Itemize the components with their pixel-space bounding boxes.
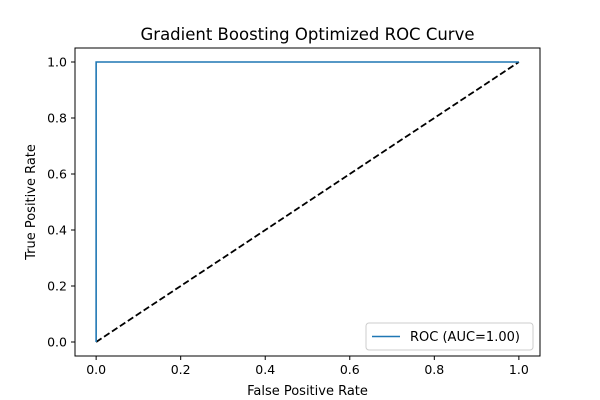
y-tick-label: 0.0 (47, 335, 67, 350)
legend-label-roc: ROC (AUC=1.00) (410, 330, 520, 345)
plot-area (95, 61, 520, 343)
legend-box (365, 322, 534, 351)
x-axis: 0.0 0.2 0.4 0.6 0.8 1.0 (86, 356, 529, 377)
y-tick-label: 1.0 (47, 55, 67, 70)
x-axis-label: False Positive Rate (247, 384, 368, 399)
x-tick-label: 0.0 (86, 362, 106, 377)
y-tick-label: 0.2 (47, 279, 67, 294)
x-tick-label: 0.8 (424, 362, 444, 377)
x-tick-label: 1.0 (509, 362, 529, 377)
x-tick-label: 0.6 (340, 362, 360, 377)
x-tick-label: 0.4 (255, 362, 275, 377)
x-tick-label: 0.2 (171, 362, 191, 377)
plot-frame (74, 47, 541, 357)
roc-curve-line (95, 61, 519, 342)
legend: ROC (AUC=1.00) (365, 322, 534, 351)
chance-diagonal-line (95, 61, 520, 343)
y-tick-label: 0.4 (47, 223, 67, 238)
y-axis-label: True Positive Rate (24, 144, 39, 261)
y-axis: 0.0 0.2 0.4 0.6 0.8 1.0 (47, 55, 75, 350)
y-tick-label: 0.6 (47, 167, 67, 182)
y-tick-label: 0.8 (47, 111, 67, 126)
chart-title: Gradient Boosting Optimized ROC Curve (141, 25, 475, 44)
